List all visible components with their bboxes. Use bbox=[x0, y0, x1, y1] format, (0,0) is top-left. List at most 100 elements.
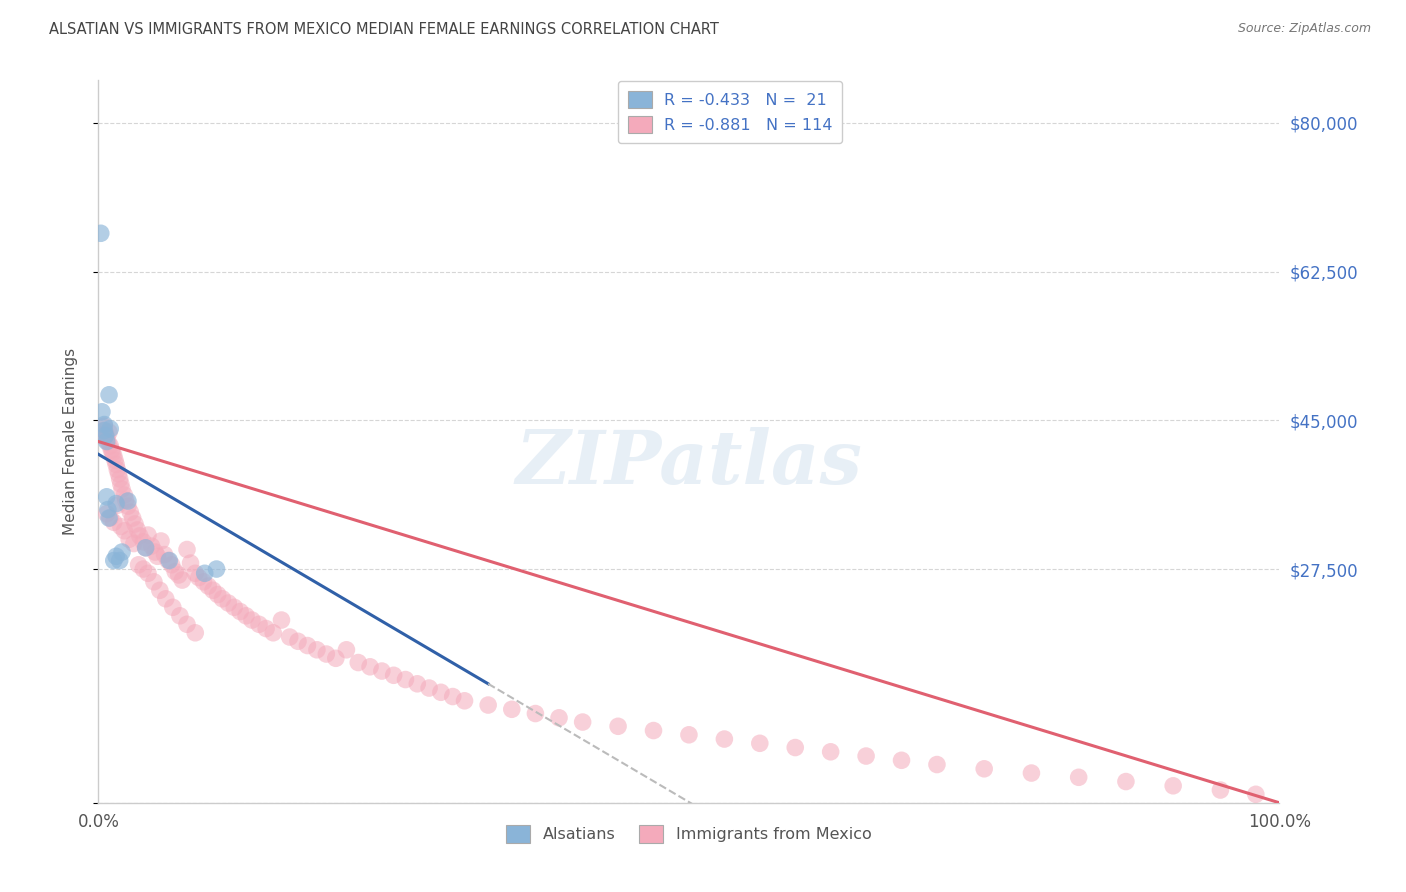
Point bbox=[105, 549, 128, 564]
Point bbox=[97, 502, 120, 516]
Point bbox=[90, 227, 112, 241]
Point bbox=[1161, 779, 1184, 793]
Point bbox=[453, 694, 475, 708]
Point bbox=[100, 443, 122, 458]
Point bbox=[548, 711, 571, 725]
Point bbox=[103, 553, 125, 567]
Point bbox=[96, 507, 118, 521]
Point bbox=[247, 617, 270, 632]
Point bbox=[111, 482, 134, 496]
Point bbox=[270, 613, 292, 627]
Text: ZIPatlas: ZIPatlas bbox=[516, 427, 862, 500]
Point bbox=[1067, 770, 1090, 784]
Point bbox=[441, 690, 464, 704]
Point bbox=[135, 541, 157, 555]
Point bbox=[155, 591, 177, 606]
Point bbox=[114, 493, 136, 508]
Point bbox=[371, 664, 394, 678]
Point bbox=[111, 545, 134, 559]
Point bbox=[105, 458, 128, 472]
Point bbox=[973, 762, 995, 776]
Text: ALSATIAN VS IMMIGRANTS FROM MEXICO MEDIAN FEMALE EARNINGS CORRELATION CHART: ALSATIAN VS IMMIGRANTS FROM MEXICO MEDIA… bbox=[49, 22, 718, 37]
Point bbox=[153, 548, 176, 562]
Point bbox=[91, 428, 114, 442]
Point bbox=[128, 529, 150, 543]
Point bbox=[101, 445, 124, 459]
Point bbox=[135, 541, 157, 555]
Point bbox=[406, 677, 429, 691]
Point bbox=[157, 553, 180, 567]
Point bbox=[217, 596, 239, 610]
Point bbox=[120, 505, 142, 519]
Point bbox=[748, 736, 770, 750]
Point bbox=[110, 519, 132, 533]
Point bbox=[98, 511, 121, 525]
Point bbox=[143, 545, 166, 559]
Text: Source: ZipAtlas.com: Source: ZipAtlas.com bbox=[1237, 22, 1371, 36]
Point bbox=[108, 553, 131, 567]
Point bbox=[193, 574, 215, 589]
Point bbox=[347, 656, 370, 670]
Point bbox=[117, 494, 139, 508]
Point bbox=[643, 723, 665, 738]
Point bbox=[335, 642, 357, 657]
Point bbox=[146, 549, 169, 564]
Point bbox=[1209, 783, 1232, 797]
Point bbox=[98, 422, 121, 436]
Point bbox=[278, 630, 301, 644]
Point bbox=[359, 660, 381, 674]
Point bbox=[477, 698, 499, 712]
Point bbox=[184, 566, 207, 581]
Point bbox=[194, 566, 217, 581]
Point bbox=[240, 613, 263, 627]
Point bbox=[607, 719, 630, 733]
Point bbox=[93, 424, 115, 438]
Point bbox=[98, 388, 121, 402]
Point bbox=[136, 528, 159, 542]
Point bbox=[176, 542, 198, 557]
Point bbox=[184, 625, 207, 640]
Point bbox=[110, 477, 132, 491]
Point bbox=[96, 430, 118, 444]
Point bbox=[93, 419, 115, 434]
Point bbox=[104, 453, 127, 467]
Point bbox=[925, 757, 948, 772]
Point bbox=[103, 516, 125, 530]
Point bbox=[149, 583, 172, 598]
Point bbox=[224, 600, 246, 615]
Point bbox=[124, 516, 146, 531]
Point bbox=[94, 425, 117, 440]
Point bbox=[820, 745, 842, 759]
Point bbox=[160, 558, 183, 572]
Point bbox=[117, 499, 139, 513]
Point bbox=[98, 439, 121, 453]
Point bbox=[91, 405, 114, 419]
Point bbox=[157, 553, 180, 567]
Point bbox=[315, 647, 337, 661]
Point bbox=[855, 749, 877, 764]
Point bbox=[382, 668, 405, 682]
Point bbox=[136, 566, 159, 581]
Point bbox=[678, 728, 700, 742]
Point bbox=[128, 558, 150, 572]
Point bbox=[418, 681, 440, 695]
Point bbox=[165, 565, 187, 579]
Point bbox=[105, 497, 128, 511]
Point bbox=[107, 467, 129, 481]
Point bbox=[127, 523, 149, 537]
Point bbox=[91, 424, 114, 438]
Point bbox=[142, 574, 165, 589]
Point bbox=[1115, 774, 1137, 789]
Point bbox=[430, 685, 453, 699]
Point bbox=[108, 472, 131, 486]
Point bbox=[176, 617, 198, 632]
Y-axis label: Median Female Earnings: Median Female Earnings bbox=[63, 348, 77, 535]
Point bbox=[305, 642, 328, 657]
Point bbox=[571, 714, 593, 729]
Point bbox=[211, 591, 233, 606]
Point bbox=[96, 434, 118, 449]
Point bbox=[162, 600, 184, 615]
Point bbox=[94, 428, 117, 442]
Point bbox=[297, 639, 319, 653]
Point bbox=[97, 434, 120, 449]
